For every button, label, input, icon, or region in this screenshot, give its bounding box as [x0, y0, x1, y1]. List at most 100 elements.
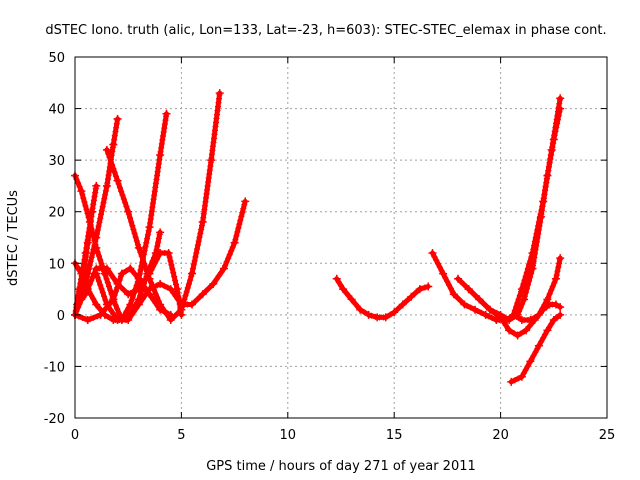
data-point	[517, 372, 526, 381]
data-point	[356, 305, 365, 314]
data-point	[102, 300, 111, 309]
data-point	[166, 316, 175, 325]
x-tick-label: 20	[492, 428, 509, 443]
data-point	[241, 197, 250, 206]
data-point	[481, 310, 490, 319]
data-point	[162, 109, 171, 118]
data-point	[507, 377, 516, 386]
data-point	[534, 310, 543, 319]
data-point	[551, 300, 560, 309]
data-point	[534, 341, 543, 350]
data-point	[556, 104, 565, 113]
data-point	[166, 285, 175, 294]
data-point	[198, 290, 207, 299]
data-point	[522, 326, 531, 335]
y-axis-label: dSTEC / TECUs	[6, 190, 21, 286]
y-tick-label: 50	[48, 51, 65, 66]
data-point	[537, 212, 546, 221]
data-point	[219, 264, 228, 273]
data-point	[543, 326, 552, 335]
data-point	[505, 326, 514, 335]
data-point	[134, 300, 143, 309]
data-point	[549, 135, 558, 144]
x-tick-label: 10	[280, 428, 297, 443]
series-15	[509, 254, 565, 325]
data-point	[124, 207, 133, 216]
data-point	[556, 254, 565, 263]
data-point	[79, 269, 88, 278]
data-point	[528, 264, 537, 273]
y-tick-label: 30	[48, 154, 65, 169]
data-point	[92, 233, 101, 242]
y-tick-label: 40	[48, 103, 65, 118]
data-point	[471, 305, 480, 314]
data-point	[117, 269, 126, 278]
data-point	[145, 223, 154, 232]
data-point	[549, 316, 558, 325]
data-point	[156, 300, 165, 309]
data-point	[156, 228, 165, 237]
data-point	[526, 316, 535, 325]
data-point	[102, 264, 111, 273]
data-point	[407, 292, 416, 301]
data-point	[134, 285, 143, 294]
data-point	[124, 316, 133, 325]
data-point	[188, 300, 197, 309]
data-point	[83, 316, 92, 325]
y-tick-label: 10	[48, 257, 65, 272]
series-line	[455, 106, 563, 323]
data-point	[109, 140, 118, 149]
y-tick-label: -20	[44, 412, 65, 427]
data-point	[113, 176, 122, 185]
data-point	[520, 295, 529, 304]
series-group	[71, 89, 565, 386]
data-point	[145, 274, 154, 283]
data-point	[496, 313, 505, 322]
series-13	[464, 285, 565, 340]
data-point	[102, 181, 111, 190]
data-point	[509, 310, 518, 319]
data-point	[124, 290, 133, 299]
data-point	[449, 290, 458, 299]
data-point	[88, 207, 97, 216]
data-point	[164, 248, 173, 257]
data-point	[156, 279, 165, 288]
data-point	[215, 89, 224, 98]
data-point	[177, 300, 186, 309]
data-point	[113, 316, 122, 325]
x-tick-label: 0	[71, 428, 79, 443]
series-markers	[333, 275, 428, 321]
data-point	[505, 316, 514, 325]
data-point	[113, 114, 122, 123]
data-point	[339, 285, 348, 294]
data-point	[188, 269, 197, 278]
data-point	[347, 295, 356, 304]
data-point	[156, 150, 165, 159]
data-point	[83, 238, 92, 247]
x-tick-label: 25	[599, 428, 616, 443]
series-10	[332, 274, 433, 322]
data-point	[454, 274, 463, 283]
ticks	[74, 56, 608, 419]
data-point	[92, 269, 101, 278]
data-point	[77, 187, 86, 196]
chart-title: dSTEC Iono. truth (alic, Lon=133, Lat=-2…	[45, 23, 606, 38]
plot-frame	[74, 56, 608, 419]
data-point	[373, 313, 382, 322]
x-tick-label: 5	[177, 428, 185, 443]
y-tick-label: 20	[48, 206, 65, 221]
data-point	[485, 305, 494, 314]
data-point	[102, 145, 111, 154]
data-point	[390, 308, 399, 317]
data-point	[381, 313, 390, 322]
series-8	[102, 89, 224, 325]
data-point	[551, 274, 560, 283]
data-point	[464, 285, 473, 294]
data-point	[207, 156, 216, 165]
data-point	[134, 274, 143, 283]
data-point	[475, 295, 484, 304]
series-9	[92, 197, 250, 325]
data-point	[526, 357, 535, 366]
data-point	[439, 269, 448, 278]
data-point	[126, 264, 135, 273]
